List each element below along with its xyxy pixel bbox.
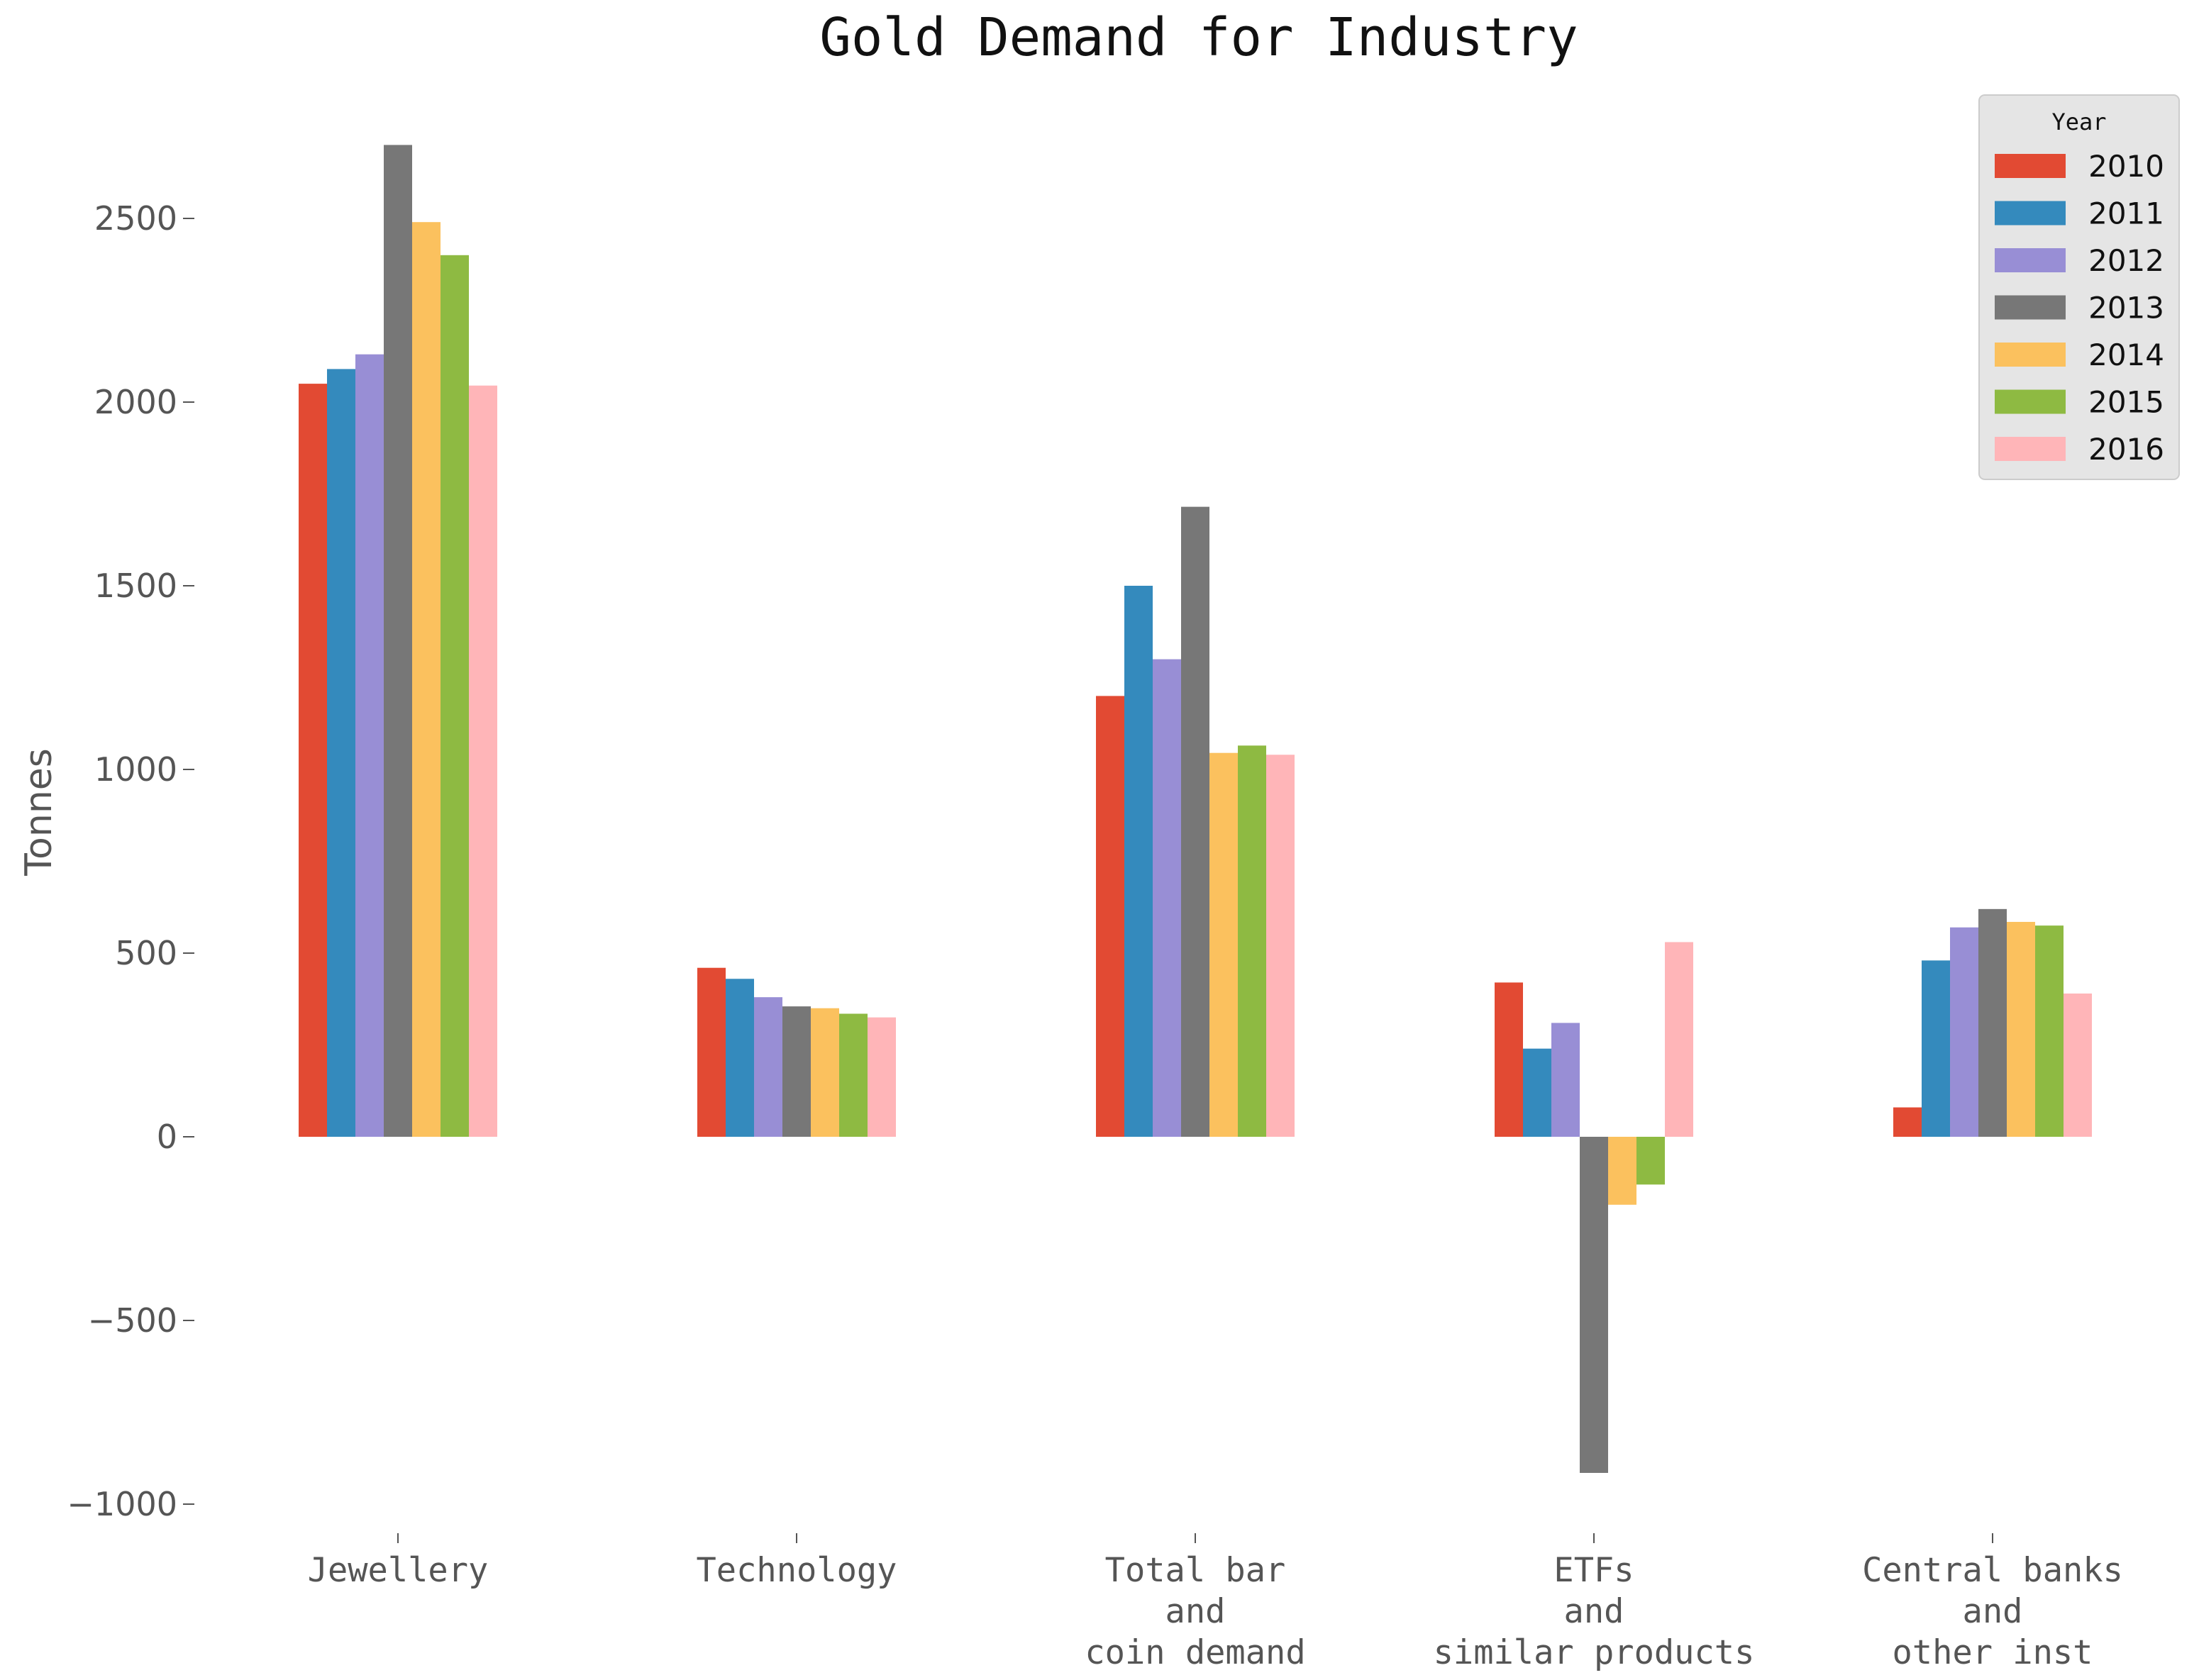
- bar-2011-3: [1523, 1048, 1551, 1137]
- bar-2016-2: [1266, 755, 1295, 1137]
- x-tick-label: Jewellery: [308, 1551, 489, 1590]
- bar-2015-0: [441, 255, 469, 1137]
- bar-2013-0: [384, 145, 412, 1137]
- legend-title: Year: [2051, 109, 2106, 135]
- bar-2013-1: [782, 1006, 811, 1137]
- bar-2010-4: [1893, 1107, 1922, 1137]
- bar-2014-0: [412, 222, 441, 1137]
- y-tick-label: 2500: [94, 199, 177, 238]
- bar-2010-3: [1495, 982, 1523, 1137]
- legend-label-2015: 2015: [2088, 385, 2164, 420]
- y-tick-label: 1500: [94, 567, 177, 605]
- bar-2011-0: [327, 369, 355, 1137]
- bar-2016-3: [1665, 942, 1693, 1137]
- legend-swatch-2013: [1995, 295, 2066, 320]
- y-axis-label: Tonnes: [18, 748, 60, 877]
- legend-label-2011: 2011: [2088, 196, 2164, 231]
- bar-2011-4: [1922, 960, 1950, 1137]
- x-tick-label: coin demand: [1085, 1633, 1305, 1672]
- x-tick-label: and: [1963, 1592, 2023, 1631]
- bar-2015-2: [1238, 745, 1266, 1137]
- bar-2016-0: [469, 385, 497, 1137]
- x-tick-label: Central banks: [1862, 1551, 2123, 1590]
- bar-2013-2: [1181, 506, 1209, 1137]
- y-tick-label: 1000: [94, 750, 177, 789]
- bar-2012-2: [1153, 659, 1181, 1137]
- bar-2013-4: [1978, 908, 2007, 1137]
- x-tick-label: and: [1165, 1592, 1226, 1631]
- y-tick-label: −1000: [67, 1485, 177, 1523]
- x-tick-label: similar products: [1434, 1633, 1755, 1672]
- bar-2015-4: [2035, 925, 2064, 1137]
- legend-label-2010: 2010: [2088, 149, 2164, 184]
- x-tick-label: Total bar: [1105, 1551, 1286, 1590]
- bar-2016-1: [868, 1017, 896, 1137]
- legend-label-2012: 2012: [2088, 243, 2164, 278]
- bar-2012-3: [1551, 1023, 1580, 1137]
- legend-swatch-2011: [1995, 201, 2066, 226]
- legend-label-2016: 2016: [2088, 432, 2164, 467]
- y-tick-label: 0: [157, 1118, 177, 1156]
- y-tick-label: 2000: [94, 383, 177, 421]
- legend-swatch-2016: [1995, 437, 2066, 461]
- bars: [299, 145, 2092, 1473]
- x-tick-label: other inst: [1893, 1633, 2093, 1672]
- bar-2014-3: [1608, 1137, 1636, 1205]
- bar-2015-1: [839, 1013, 868, 1137]
- x-tick-label: Technology: [697, 1551, 897, 1590]
- y-axis: −1000 −500 0 500 1000 1500 2000 2500: [67, 199, 194, 1523]
- x-tick-label: ETFs: [1553, 1551, 1634, 1590]
- bar-2015-3: [1636, 1137, 1665, 1185]
- legend-label-2014: 2014: [2088, 338, 2164, 372]
- legend: Year 2010 2011 2012 2013 2014 2015 2016: [1978, 94, 2180, 480]
- legend-box: [1978, 94, 2180, 480]
- bar-2011-1: [726, 979, 754, 1137]
- bar-2012-0: [355, 354, 384, 1137]
- bar-2016-4: [2064, 993, 2092, 1137]
- y-tick-label: 500: [115, 934, 177, 972]
- legend-label-2013: 2013: [2088, 291, 2164, 326]
- x-tick-label: and: [1564, 1592, 1624, 1631]
- legend-swatch-2015: [1995, 389, 2066, 414]
- bar-2010-1: [697, 967, 726, 1137]
- bar-2014-2: [1209, 752, 1238, 1137]
- bar-2010-2: [1096, 696, 1124, 1137]
- bar-2013-3: [1580, 1137, 1608, 1473]
- bar-2014-1: [811, 1008, 839, 1137]
- bar-2012-1: [754, 997, 782, 1137]
- bar-2010-0: [299, 384, 327, 1137]
- legend-swatch-2012: [1995, 248, 2066, 272]
- bar-2014-4: [2007, 921, 2035, 1137]
- bar-2011-2: [1124, 586, 1153, 1137]
- bar-2012-4: [1950, 927, 1978, 1137]
- legend-swatch-2014: [1995, 343, 2066, 367]
- y-tick-label: −500: [88, 1301, 177, 1340]
- legend-swatch-2010: [1995, 154, 2066, 178]
- chart-title: Gold Demand for Industry: [819, 7, 1578, 68]
